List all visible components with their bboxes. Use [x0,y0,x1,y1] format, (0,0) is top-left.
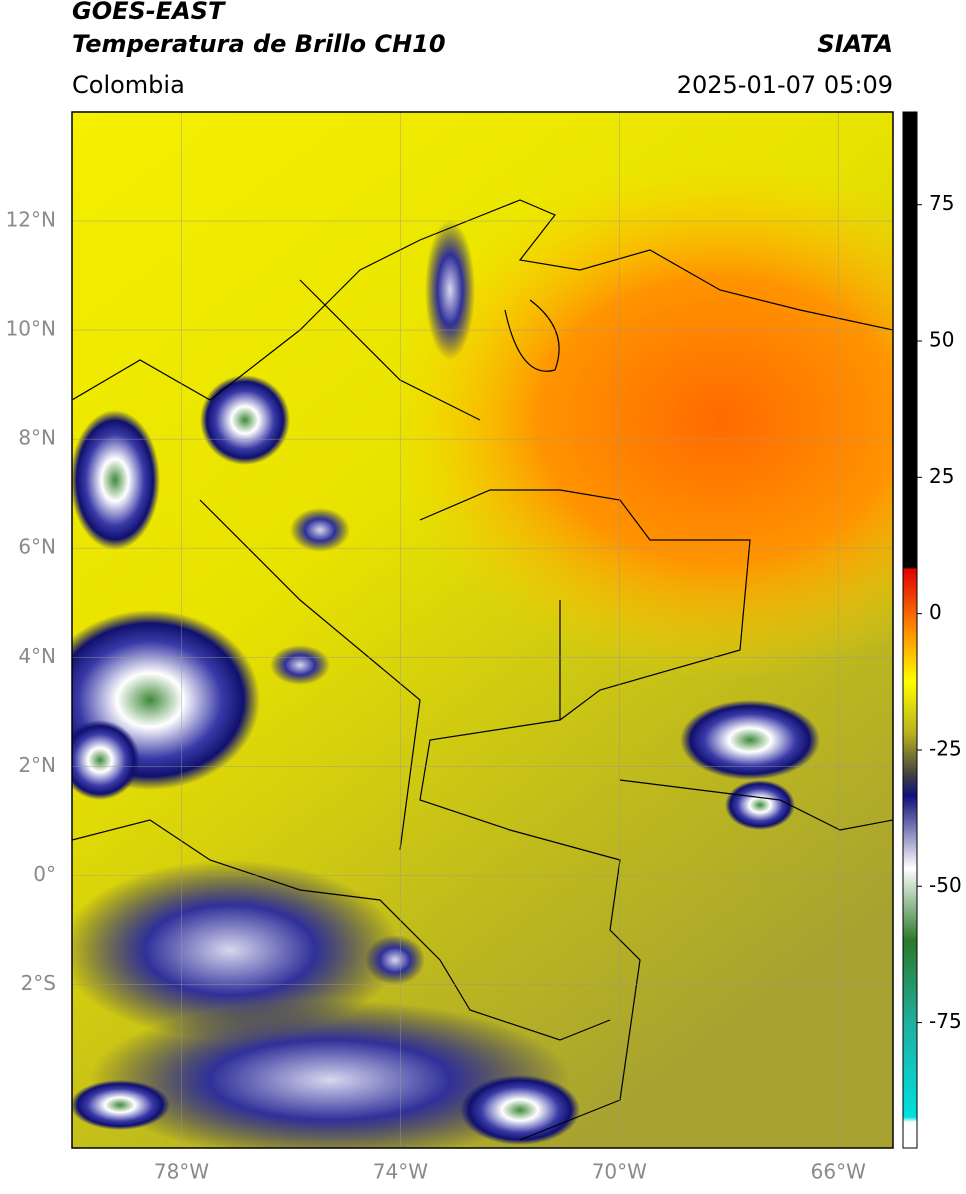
colorbar-tick-label: 25 [929,464,954,488]
lat-tick-label: 0° [33,862,56,886]
lat-tick-label: 12°N [6,208,56,232]
lat-tick-label: 2°N [18,753,56,777]
colorbar-tick-label: -50 [929,873,962,897]
lat-tick-label: 8°N [18,426,56,450]
lat-tick-label: 10°N [6,317,56,341]
lon-tick-label: 70°W [592,1160,647,1184]
lat-tick-label: 4°N [18,644,56,668]
datetime: 2025-01-07 05:09 [677,71,893,99]
colorbar-tick-label: 50 [929,328,954,352]
colorbar [902,111,918,1149]
colorbar-tick-label: 75 [929,191,954,215]
subtitle: Temperatura de Brillo CH10 [72,30,446,58]
lat-tick-label: 2°S [21,971,56,995]
colorbar-tick-label: -75 [929,1009,962,1033]
colorbar-tick-label: -25 [929,736,962,760]
map-frame [71,111,894,1149]
lat-tick-label: 6°N [18,535,56,559]
satellite-image [72,112,893,1148]
tick-labels: 12°N 10°N 8°N 6°N 4°N 2°N 0° 2°S 78°W 74°W 70°W 66°… [6,191,962,1183]
source: SIATA [817,30,893,58]
title: GOES-EAST [72,0,226,25]
graticule [72,112,893,1148]
colorbar-tick-label: 0 [929,600,942,624]
lon-tick-label: 78°W [154,1160,209,1184]
lon-tick-label: 74°W [373,1160,428,1184]
lon-tick-label: 66°W [811,1160,866,1184]
region: Colombia [72,71,185,99]
